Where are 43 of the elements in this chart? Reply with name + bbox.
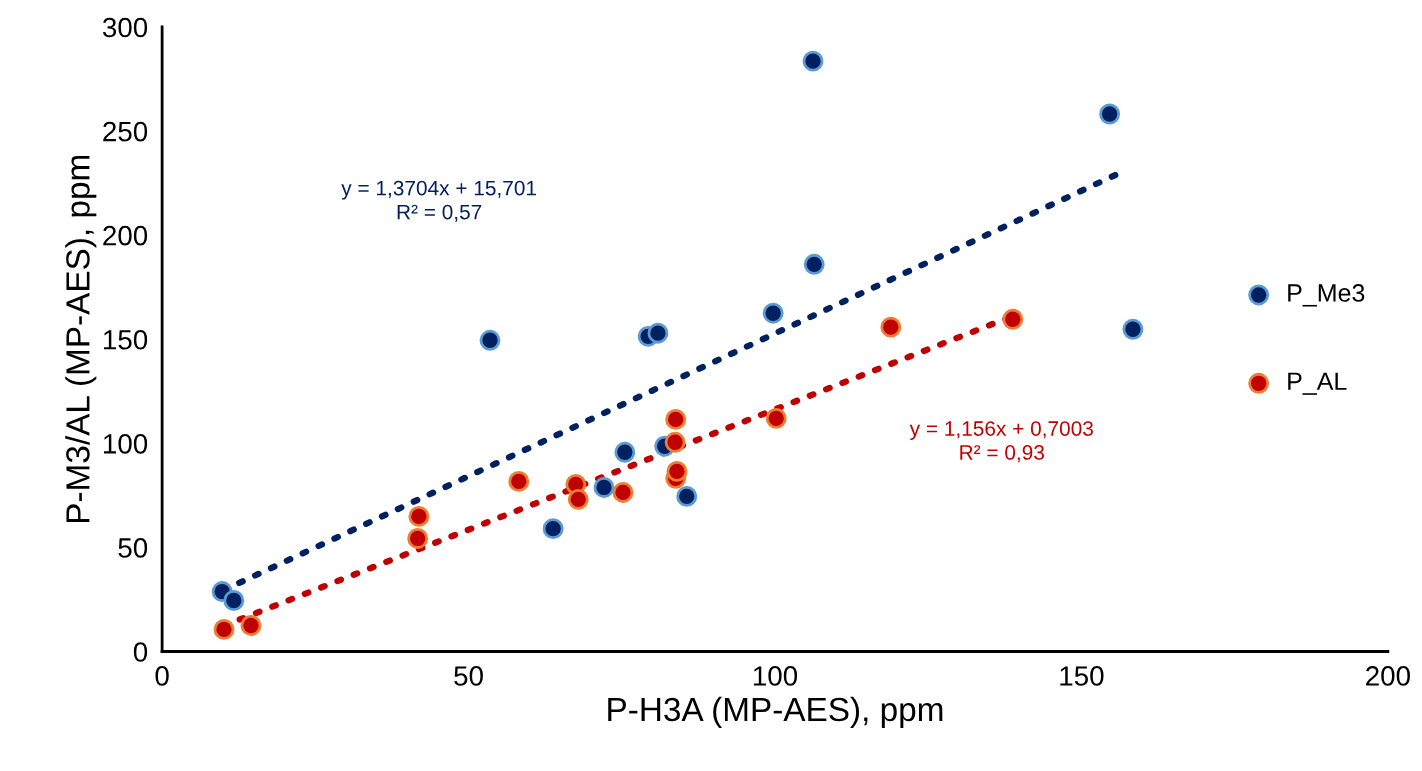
point bbox=[213, 618, 235, 640]
y-tick-label: 200 bbox=[103, 225, 148, 246]
point bbox=[647, 322, 669, 344]
point bbox=[765, 407, 787, 429]
point bbox=[880, 316, 902, 338]
point bbox=[803, 253, 825, 275]
y-tick-label: 300 bbox=[102, 17, 148, 38]
point bbox=[1002, 308, 1024, 330]
point bbox=[676, 485, 698, 507]
point bbox=[664, 431, 686, 453]
point bbox=[407, 528, 429, 549]
point bbox=[1122, 318, 1144, 340]
x-tick-label: 100 bbox=[753, 666, 798, 686]
x-tick-label: 200 bbox=[1366, 666, 1410, 686]
point bbox=[762, 302, 784, 324]
point bbox=[479, 329, 501, 351]
annotation: y = 1,3704x + 15,701 R² = 0,57 bbox=[341, 180, 536, 222]
x-tick-label: 0 bbox=[155, 666, 169, 686]
y-tick-label: 250 bbox=[103, 121, 148, 142]
x-axis-title: P-H3A (MP-AES), ppm bbox=[608, 696, 943, 728]
point bbox=[665, 408, 687, 430]
x-tick-label: 50 bbox=[454, 666, 483, 686]
y-tick-label: 0 bbox=[133, 642, 148, 662]
legend-label: P_AL bbox=[1288, 372, 1347, 395]
point bbox=[802, 50, 824, 72]
point bbox=[666, 460, 688, 482]
point bbox=[542, 518, 564, 540]
y-tick-label: 50 bbox=[118, 538, 148, 558]
y-tick-label: 100 bbox=[104, 433, 148, 454]
annotation: y = 1,156x + 0,7003 R² = 0,93 bbox=[909, 421, 1093, 463]
point bbox=[1099, 103, 1121, 125]
x-tick-label: 150 bbox=[1060, 666, 1104, 686]
point bbox=[612, 482, 634, 503]
point bbox=[223, 590, 245, 611]
legend-label: P_Me3 bbox=[1288, 284, 1365, 307]
point bbox=[567, 488, 589, 510]
y-axis-title: P-M3/AL (MP-AES), ppm bbox=[65, 155, 97, 523]
point bbox=[408, 505, 430, 527]
point bbox=[240, 615, 262, 636]
point bbox=[614, 441, 636, 463]
point bbox=[593, 477, 615, 498]
y-tick-label: 150 bbox=[104, 329, 148, 350]
point bbox=[508, 470, 530, 492]
